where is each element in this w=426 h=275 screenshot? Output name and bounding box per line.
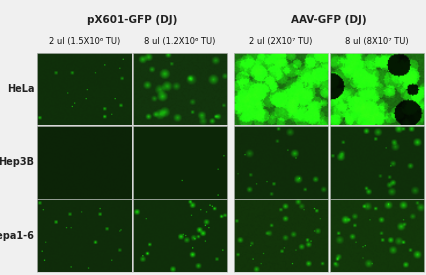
Text: HeLa: HeLa [7,84,34,94]
Text: 8 ul (8X10⁷ TU): 8 ul (8X10⁷ TU) [344,37,408,46]
Text: Hepa1-6: Hepa1-6 [0,230,34,241]
Text: 2 ul (1.5X10⁶ TU): 2 ul (1.5X10⁶ TU) [49,37,120,46]
Text: 2 ul (2X10⁷ TU): 2 ul (2X10⁷ TU) [249,37,312,46]
Text: Hep3B: Hep3B [0,157,34,167]
Text: 8 ul (1.2X10⁶ TU): 8 ul (1.2X10⁶ TU) [144,37,215,46]
Text: AAV-GFP (DJ): AAV-GFP (DJ) [291,15,366,25]
Text: pX601-GFP (DJ): pX601-GFP (DJ) [87,15,177,25]
